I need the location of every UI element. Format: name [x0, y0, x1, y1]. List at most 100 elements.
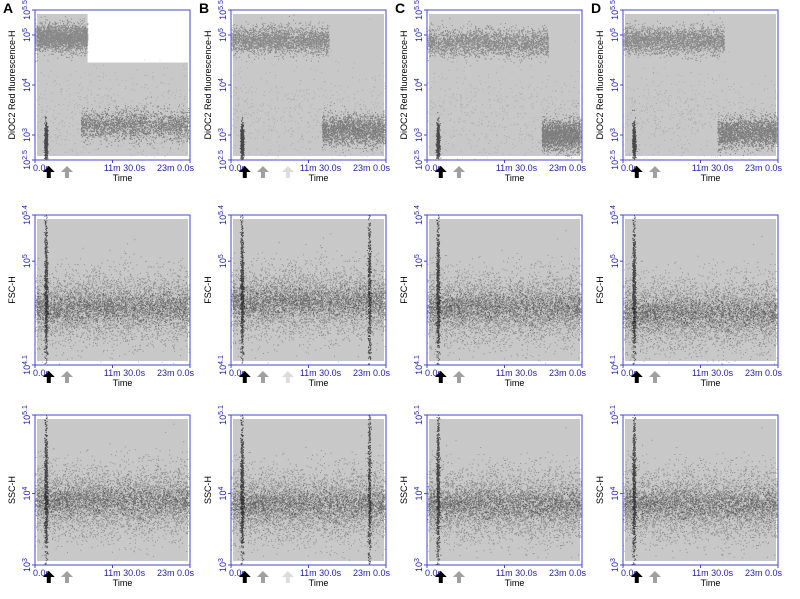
event-cloud — [623, 415, 778, 565]
x-tick-label: 11m 30.0s — [104, 368, 146, 378]
x-tick-label: 0.0s — [33, 568, 51, 578]
x-tick-label: 11m 30.0s — [300, 368, 342, 378]
x-axis-label: Time — [113, 578, 133, 588]
panel-letter-D: D — [591, 0, 601, 16]
y-tick-label: 105 — [414, 28, 424, 42]
panel-letter-C: C — [395, 0, 405, 16]
y-tick-label: 103 — [218, 558, 228, 572]
x-tick-label: 11m 30.0s — [104, 163, 146, 173]
y-axis-label: SSC-H — [203, 476, 213, 504]
x-tick-label: 23m 0.0s — [353, 368, 391, 378]
y-tick-label: 104 — [414, 487, 424, 501]
x-tick-label: 0.0s — [621, 163, 639, 173]
y-tick-label: 105.1 — [610, 405, 620, 425]
y-tick-label: 105 — [610, 254, 620, 268]
arrow-black-icon — [434, 571, 447, 583]
x-tick-label: 11m 30.0s — [692, 368, 734, 378]
y-axis-label: DiOC2 Red fluorescence-H — [595, 30, 605, 139]
arrow-black-icon — [42, 166, 55, 178]
y-tick-label: 104 — [414, 78, 424, 92]
arrow-gray-icon — [648, 371, 661, 383]
arrow-gray-icon — [648, 571, 661, 583]
x-axis-label: Time — [505, 173, 525, 183]
arrow-gray-icon — [60, 571, 73, 583]
y-tick-label: 105 — [22, 254, 32, 268]
y-tick-label: 105.5 — [22, 0, 32, 20]
x-tick-label: 23m 0.0s — [745, 368, 783, 378]
x-tick-label: 23m 0.0s — [353, 163, 391, 173]
arrow-gray-icon — [256, 166, 269, 178]
y-tick-label: 105.5 — [218, 0, 228, 20]
plot-D-row1: 102.5 103 104 105 105.5 DiOC2 Red fluorescenc… — [595, 0, 782, 183]
x-tick-label: 23m 0.0s — [745, 568, 783, 578]
y-axis-label: DiOC2 Red fluorescence-H — [7, 30, 17, 139]
panel-letter-B: B — [199, 0, 209, 16]
event-cloud — [231, 415, 386, 565]
x-tick-label: 0.0s — [621, 368, 639, 378]
x-tick-label: 0.0s — [425, 368, 443, 378]
y-axis-label: DiOC2 Red fluorescence-H — [203, 30, 213, 139]
event-cloud — [623, 215, 778, 365]
x-tick-label: 0.0s — [229, 568, 247, 578]
event-cloud — [35, 415, 190, 565]
background-events — [429, 419, 580, 561]
y-tick-label: 104.1 — [22, 355, 32, 375]
y-axis-label: FSC-H — [399, 276, 409, 304]
y-axis-label: DiOC2 Red fluorescence-H — [399, 30, 409, 139]
arrow-gray-icon — [256, 571, 269, 583]
x-tick-label: 0.0s — [621, 568, 639, 578]
event-cloud — [35, 10, 190, 160]
plot-C-row1: 102.5 103 104 105 105.5 DiOC2 Red fluorescenc… — [399, 0, 586, 183]
y-tick-label: 102.5 — [610, 150, 620, 170]
x-tick-label: 11m 30.0s — [496, 568, 538, 578]
arrow-black-icon — [238, 166, 251, 178]
y-tick-label: 105 — [218, 28, 228, 42]
y-tick-label: 105.4 — [414, 205, 424, 225]
x-tick-label: 11m 30.0s — [496, 368, 538, 378]
y-tick-label: 102.5 — [414, 150, 424, 170]
plot-A-row1: 102.5 103 104 105 105.5 DiOC2 Red fluorescenc… — [7, 0, 194, 183]
x-axis-label: Time — [113, 378, 133, 388]
y-tick-label: 105.4 — [610, 205, 620, 225]
background-events — [233, 219, 384, 361]
event-cloud — [231, 14, 386, 160]
y-tick-label: 104 — [218, 78, 228, 92]
arrow-black-icon — [630, 571, 643, 583]
y-axis-label: SSC-H — [595, 476, 605, 504]
background-events — [233, 14, 384, 156]
event-cloud — [623, 11, 778, 160]
arrow-light-icon — [281, 371, 294, 383]
arrow-black-icon — [42, 371, 55, 383]
x-axis-label: Time — [113, 173, 133, 183]
arrow-black-icon — [434, 166, 447, 178]
plot-B-row1: 102.5 103 104 105 105.5 DiOC2 Red fluorescenc… — [203, 0, 390, 183]
plot-A-row2: 104.1 105 105.4 FSC-H 0.0s 11m 30.0s 23m 0.0s T… — [7, 205, 194, 388]
x-tick-label: 0.0s — [229, 368, 247, 378]
x-axis-label: Time — [701, 173, 721, 183]
x-tick-label: 0.0s — [229, 163, 247, 173]
event-cloud — [35, 215, 190, 365]
y-tick-label: 105.1 — [218, 405, 228, 425]
y-tick-label: 104.1 — [610, 355, 620, 375]
arrow-gray-icon — [60, 166, 73, 178]
arrow-black-icon — [42, 571, 55, 583]
plot-B-row3: 103 104 105.1 SSC-H 0.0s 11m 30.0s 23m 0.0s Tim… — [203, 405, 390, 588]
arrow-black-icon — [434, 371, 447, 383]
y-axis-label: FSC-H — [203, 276, 213, 304]
event-cloud — [427, 14, 582, 160]
x-tick-label: 23m 0.0s — [353, 568, 391, 578]
arrow-light-icon — [281, 166, 294, 178]
y-tick-label: 105 — [22, 28, 32, 42]
y-tick-label: 102.5 — [22, 150, 32, 170]
background-events — [625, 219, 776, 361]
y-tick-label: 104 — [22, 487, 32, 501]
background-events — [37, 219, 188, 361]
y-tick-label: 103 — [414, 558, 424, 572]
arrow-gray-icon — [452, 571, 465, 583]
arrow-gray-icon — [256, 371, 269, 383]
y-axis-label: FSC-H — [595, 276, 605, 304]
y-axis-label: SSC-H — [7, 476, 17, 504]
y-tick-label: 104 — [22, 78, 32, 92]
x-tick-label: 23m 0.0s — [157, 568, 195, 578]
x-tick-label: 11m 30.0s — [692, 568, 734, 578]
